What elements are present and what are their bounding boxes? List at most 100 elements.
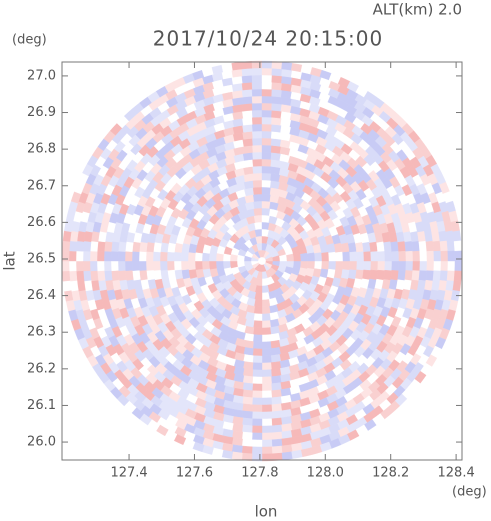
radar-cell [300, 252, 309, 262]
radar-cell [118, 270, 127, 281]
radar-cell [261, 327, 272, 336]
radar-cell [241, 424, 253, 433]
radar-cell [440, 250, 449, 262]
radar-cell [342, 251, 351, 262]
radar-cell [75, 250, 84, 262]
radar-cell [221, 63, 234, 73]
radar-cell [89, 260, 98, 272]
radar-cell [253, 214, 263, 223]
radar-cell [261, 376, 272, 385]
radar-cell [125, 270, 134, 281]
radar-cell [215, 260, 224, 270]
radar-cell [377, 251, 386, 262]
radar-cell [290, 63, 303, 73]
radar-cell [208, 252, 217, 262]
radar-cell [68, 250, 77, 262]
radar-cell [370, 260, 379, 271]
radar-cell [271, 417, 283, 426]
radar-cell [251, 109, 263, 118]
radar-cell [419, 250, 428, 262]
radar-cell [261, 446, 273, 455]
radar-cell [124, 251, 133, 262]
radar-cell [271, 396, 282, 405]
radar-cell [261, 432, 273, 441]
radar-cell [252, 376, 263, 385]
radar-cell [222, 260, 231, 269]
radar-cell [261, 355, 272, 364]
radar-cell [270, 131, 282, 140]
radar-cell [132, 269, 141, 281]
radar-cell [271, 445, 283, 454]
radar-cell [251, 418, 263, 427]
radar-cell [254, 221, 263, 230]
radar-cell [139, 269, 148, 281]
y-tick-label: 26.1 [27, 398, 56, 413]
radar-cell [433, 250, 442, 262]
radar-cell [62, 280, 72, 292]
radar-cell [231, 451, 243, 461]
radar-cell [271, 96, 283, 105]
radar-cell [369, 241, 378, 253]
x-tick-label: 127.6 [176, 466, 213, 481]
radar-cell [404, 241, 413, 252]
radar-cell [454, 260, 463, 272]
radar-cell [261, 411, 273, 420]
radar-cell [194, 252, 203, 262]
radar-cell [103, 260, 112, 272]
x-axis-label: lon [255, 503, 278, 521]
radar-cell [242, 145, 254, 154]
radar-cell [271, 424, 283, 433]
radar-cell [242, 368, 254, 377]
radar-cell [242, 403, 253, 412]
radar-cell [173, 251, 182, 262]
radar-cell [132, 241, 141, 253]
radar-cell [241, 445, 253, 454]
radar-cell [252, 186, 263, 195]
radar-cell [439, 240, 448, 252]
radar-cell [261, 299, 271, 308]
radar-cell [418, 270, 427, 282]
radar-cell [307, 260, 316, 270]
radar-cell [252, 369, 263, 378]
y-tick-label: 26.7 [27, 178, 56, 193]
radar-cell [166, 251, 175, 262]
radar-cell [241, 82, 253, 91]
radar-cell [110, 250, 119, 262]
radar-cell [242, 131, 254, 140]
radar-cell [270, 138, 282, 147]
radar-cell [187, 251, 196, 262]
y-tick-label: 26.9 [27, 105, 56, 120]
radar-cell [377, 260, 386, 271]
radar-cell [138, 251, 147, 262]
radar-cell [252, 158, 263, 167]
x-tick-label: 128.0 [307, 466, 344, 481]
radar-cell [411, 270, 420, 282]
radar-cell [362, 241, 371, 253]
radar-cell [252, 341, 263, 350]
radar-cell [271, 103, 283, 112]
radar-cell [252, 165, 263, 174]
radar-cell [62, 270, 71, 282]
radar-cell [261, 362, 272, 371]
radar-cell [252, 362, 263, 371]
radar-cell [82, 250, 91, 262]
x-tick-label: 128.4 [438, 466, 475, 481]
radar-cell [241, 438, 253, 447]
radar-cell [321, 252, 330, 262]
radar-cell [452, 230, 462, 242]
radar-cell [253, 313, 263, 322]
radar-cell [252, 172, 263, 181]
radar-cell [433, 260, 442, 272]
radar-cell [349, 251, 358, 262]
radar-cell [252, 383, 263, 392]
radar-cell [261, 418, 273, 427]
radar-cell [261, 341, 272, 350]
radar-cell [384, 251, 393, 262]
radar-cell [271, 389, 282, 398]
radar-cell [261, 439, 273, 448]
radar-cell [261, 109, 273, 118]
radar-cell [241, 89, 253, 98]
radar-cell [405, 250, 414, 262]
radar-cell [271, 403, 282, 412]
chart-title: 2017/10/24 20:15:00 [153, 27, 383, 51]
